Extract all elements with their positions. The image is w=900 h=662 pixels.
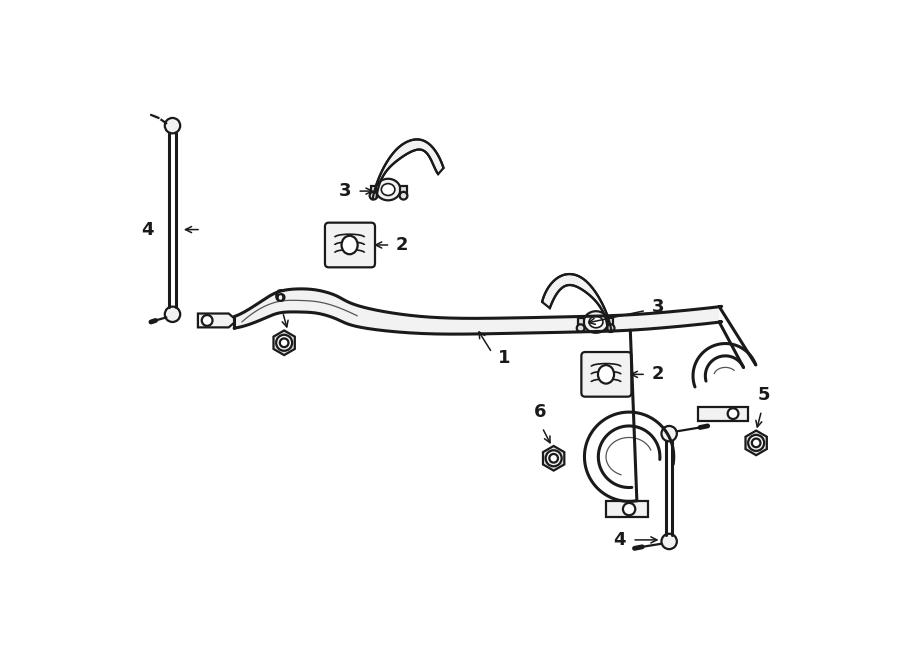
- Polygon shape: [745, 430, 767, 455]
- Circle shape: [728, 408, 738, 419]
- Circle shape: [752, 438, 760, 448]
- Circle shape: [748, 435, 764, 451]
- Circle shape: [623, 503, 635, 515]
- Circle shape: [165, 307, 180, 322]
- Ellipse shape: [584, 311, 608, 333]
- Ellipse shape: [382, 183, 395, 195]
- Text: 1: 1: [498, 349, 510, 367]
- Circle shape: [370, 192, 377, 199]
- Text: 3: 3: [652, 299, 664, 316]
- FancyBboxPatch shape: [581, 352, 632, 397]
- Ellipse shape: [598, 365, 614, 383]
- Polygon shape: [198, 314, 234, 328]
- Text: 2: 2: [652, 365, 664, 383]
- Polygon shape: [373, 140, 444, 199]
- Polygon shape: [578, 318, 584, 330]
- Text: 5: 5: [758, 387, 770, 404]
- Circle shape: [165, 118, 180, 133]
- Circle shape: [545, 450, 562, 466]
- Polygon shape: [698, 406, 749, 420]
- Circle shape: [276, 335, 292, 351]
- Polygon shape: [543, 446, 564, 471]
- Ellipse shape: [590, 316, 603, 328]
- Polygon shape: [608, 318, 613, 330]
- Polygon shape: [371, 186, 376, 197]
- Text: 2: 2: [396, 236, 409, 254]
- Polygon shape: [234, 289, 722, 334]
- Text: 6: 6: [534, 403, 546, 421]
- Ellipse shape: [342, 236, 357, 254]
- Circle shape: [202, 315, 212, 326]
- Polygon shape: [606, 501, 648, 517]
- Circle shape: [549, 454, 558, 463]
- Circle shape: [577, 324, 584, 332]
- Text: 4: 4: [614, 531, 626, 549]
- FancyBboxPatch shape: [325, 222, 375, 267]
- Polygon shape: [542, 274, 611, 331]
- Text: 3: 3: [338, 182, 351, 200]
- Polygon shape: [400, 186, 407, 197]
- Circle shape: [662, 534, 677, 549]
- Circle shape: [280, 338, 289, 347]
- Circle shape: [662, 426, 677, 442]
- Ellipse shape: [376, 179, 400, 201]
- Polygon shape: [274, 330, 295, 355]
- Circle shape: [400, 192, 408, 199]
- Text: 6: 6: [274, 288, 286, 306]
- Circle shape: [607, 324, 615, 332]
- Text: 4: 4: [140, 220, 153, 238]
